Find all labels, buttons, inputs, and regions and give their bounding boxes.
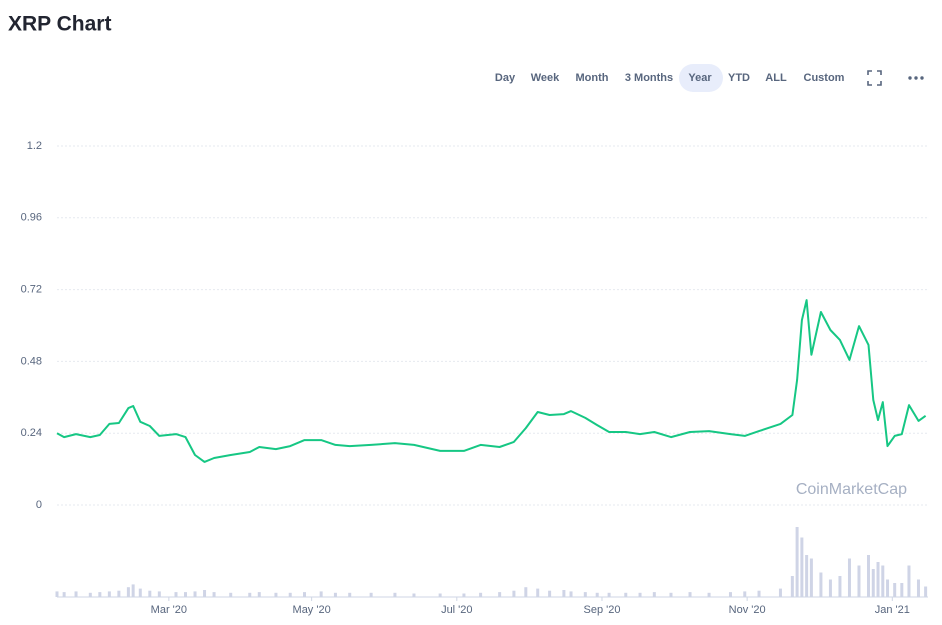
watermark: CoinMarketCap bbox=[796, 481, 907, 498]
volume-bar bbox=[157, 591, 161, 597]
volume-bar bbox=[229, 592, 233, 597]
volume-bar bbox=[126, 587, 130, 597]
volume-bar bbox=[138, 588, 142, 597]
volume-bar bbox=[583, 592, 587, 597]
volume-bar bbox=[131, 584, 135, 597]
x-tick-label: Jan '21 bbox=[875, 604, 910, 616]
toolbar-button[interactable]: Custom bbox=[804, 72, 845, 84]
volume-bar bbox=[871, 569, 875, 597]
volume-bar bbox=[512, 590, 516, 597]
volume-bar bbox=[117, 590, 121, 597]
volume-bar bbox=[757, 590, 761, 597]
volume-bar bbox=[319, 591, 323, 597]
volume-bar bbox=[393, 592, 397, 597]
volume-bar bbox=[348, 592, 352, 597]
more-icon[interactable] bbox=[908, 76, 924, 80]
volume-bar bbox=[924, 586, 928, 597]
volume-bar bbox=[524, 587, 528, 597]
volume-bar bbox=[479, 592, 483, 597]
volume-bar bbox=[607, 592, 611, 597]
volume-bar bbox=[74, 591, 78, 597]
volume-bar bbox=[857, 565, 861, 597]
volume-bar bbox=[212, 592, 216, 597]
volume-bar bbox=[900, 583, 904, 597]
volume-bar bbox=[907, 565, 911, 597]
volume-bar bbox=[569, 591, 573, 597]
volume-bar bbox=[778, 588, 782, 597]
volume-bar bbox=[174, 592, 178, 597]
volume-bar bbox=[62, 592, 66, 597]
volume-bar bbox=[800, 537, 804, 597]
volume-bar bbox=[790, 576, 794, 597]
volume-bar bbox=[795, 527, 799, 597]
toolbar-button[interactable]: ALL bbox=[765, 72, 787, 84]
toolbar-button[interactable]: Month bbox=[576, 72, 609, 84]
volume-bar bbox=[707, 592, 711, 597]
volume-bar bbox=[536, 588, 540, 597]
price-line bbox=[56, 299, 927, 463]
y-tick-label: 0.96 bbox=[21, 212, 42, 224]
volume-bar bbox=[595, 592, 599, 597]
volume-bar bbox=[728, 592, 732, 597]
volume-bar bbox=[743, 591, 747, 597]
volume-bar bbox=[562, 590, 566, 597]
x-tick-label: Jul '20 bbox=[441, 604, 472, 616]
y-tick-label: 1.2 bbox=[27, 140, 42, 152]
y-tick-label: 0.48 bbox=[21, 355, 42, 367]
toolbar-button[interactable]: Week bbox=[531, 72, 560, 84]
volume-bar bbox=[148, 590, 152, 597]
volume-bar bbox=[369, 592, 373, 597]
y-tick-label: 0.24 bbox=[21, 427, 42, 439]
chart-title: XRP Chart bbox=[8, 13, 111, 36]
toolbar-button[interactable]: Day bbox=[495, 72, 516, 84]
volume-bar bbox=[55, 591, 59, 597]
volume-bar bbox=[257, 592, 261, 597]
volume-bar bbox=[203, 590, 207, 597]
volume-bar bbox=[688, 592, 692, 597]
volume-bar bbox=[881, 565, 885, 597]
volume-bar bbox=[88, 592, 92, 597]
volume-bar bbox=[274, 592, 278, 597]
x-tick-label: Sep '20 bbox=[583, 604, 620, 616]
volume-bar bbox=[893, 583, 897, 597]
volume-bar bbox=[916, 579, 920, 597]
volume-bar bbox=[107, 591, 111, 597]
volume-bar bbox=[886, 579, 890, 597]
volume-bar bbox=[302, 592, 306, 597]
volume-bar bbox=[652, 592, 656, 597]
volume-bar bbox=[288, 592, 292, 597]
x-tick-label: Mar '20 bbox=[151, 604, 187, 616]
volume-bar bbox=[193, 591, 197, 597]
y-tick-label: 0.72 bbox=[21, 284, 42, 296]
x-tick-label: May '20 bbox=[293, 604, 331, 616]
volume-bar bbox=[462, 593, 466, 597]
volume-bar bbox=[248, 592, 252, 597]
volume-bar bbox=[847, 558, 851, 597]
volume-bar bbox=[669, 592, 673, 597]
y-tick-label: 0 bbox=[36, 499, 42, 511]
volume-bar bbox=[624, 592, 628, 597]
fullscreen-icon[interactable] bbox=[867, 70, 882, 86]
volume-bar bbox=[498, 592, 502, 597]
toolbar-button[interactable]: Year bbox=[688, 72, 712, 84]
volume-bar bbox=[828, 579, 832, 597]
volume-bar bbox=[548, 590, 552, 597]
volume-bar bbox=[867, 555, 871, 597]
volume-bar bbox=[333, 592, 337, 597]
toolbar-button[interactable]: 3 Months bbox=[625, 72, 673, 84]
volume-bar bbox=[805, 555, 809, 597]
volume-bar bbox=[876, 562, 880, 597]
volume-bar bbox=[184, 592, 188, 597]
volume-bar bbox=[438, 593, 442, 597]
selected-pill bbox=[679, 64, 723, 92]
volume-bar bbox=[638, 592, 642, 597]
toolbar-button[interactable]: YTD bbox=[728, 72, 750, 84]
x-tick-label: Nov '20 bbox=[729, 604, 766, 616]
volume-bar bbox=[838, 576, 842, 597]
volume-bar bbox=[809, 558, 813, 597]
volume-bar bbox=[412, 593, 416, 597]
volume-bar bbox=[98, 592, 102, 597]
volume-bar bbox=[819, 572, 823, 597]
